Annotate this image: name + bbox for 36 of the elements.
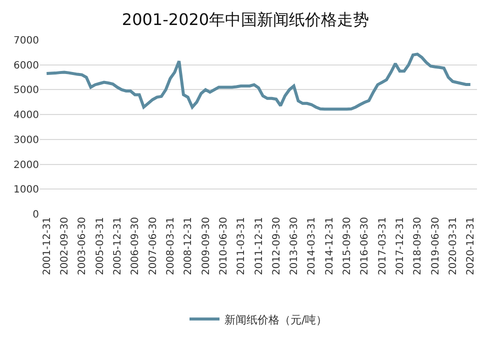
y-tick-label: 1000 — [14, 184, 39, 196]
x-tick-label: 2009-09-30 — [200, 217, 212, 276]
x-tick-label: 2005-12-31 — [112, 217, 124, 276]
x-tick-label: 2020-12-31 — [466, 217, 477, 276]
y-tick-label: 7000 — [14, 36, 39, 46]
x-tick-label: 2003-06-30 — [77, 217, 88, 276]
x-tick-label: 2013-06-30 — [289, 217, 300, 276]
x-tick-label: 2019-06-30 — [430, 217, 442, 276]
y-tick-label: 2000 — [14, 160, 39, 171]
x-tick-label: 2008-12-31 — [183, 217, 194, 276]
x-tick-label: 2017-12-31 — [395, 217, 406, 276]
x-tick-label: 2008-03-31 — [165, 217, 176, 276]
x-tick-label: 2015-09-30 — [342, 217, 354, 276]
x-tick-label: 2016-06-30 — [360, 217, 371, 276]
x-tick-label: 2014-12-31 — [324, 217, 336, 276]
x-tick-label: 2010-06-30 — [218, 217, 230, 276]
line-series — [45, 52, 472, 111]
y-tick-label: 5000 — [14, 85, 39, 96]
x-tick-label: 2012-09-30 — [271, 217, 282, 276]
x-tick-label: 2006-09-30 — [130, 217, 142, 276]
y-tick-label: 3000 — [14, 134, 39, 146]
x-tick-label: 2011-12-31 — [254, 217, 265, 276]
y-tick-label: 0 — [32, 210, 39, 220]
x-tick-label: 2001-12-31 — [42, 217, 53, 276]
x-tick-label: 2007-06-30 — [148, 217, 159, 276]
y-tick-label: 6000 — [14, 60, 39, 72]
x-tick-label: 2020-03-31 — [448, 217, 459, 276]
x-tick-label: 2014-03-31 — [306, 217, 318, 276]
x-tick-label: 2002-09-30 — [60, 217, 71, 276]
x-tick-label: 2017-03-31 — [377, 217, 388, 276]
x-tick-label: 2011-03-31 — [236, 217, 248, 276]
x-tick-label: 2018-09-30 — [412, 217, 424, 276]
chart-title: 2001-2020年中国新闻纸价格走势 — [122, 10, 370, 29]
y-tick-label: 4000 — [14, 110, 39, 122]
legend-label: 新闻纸价格（元/吨） — [224, 313, 328, 326]
x-tick-label: 2005-03-31 — [94, 217, 106, 276]
